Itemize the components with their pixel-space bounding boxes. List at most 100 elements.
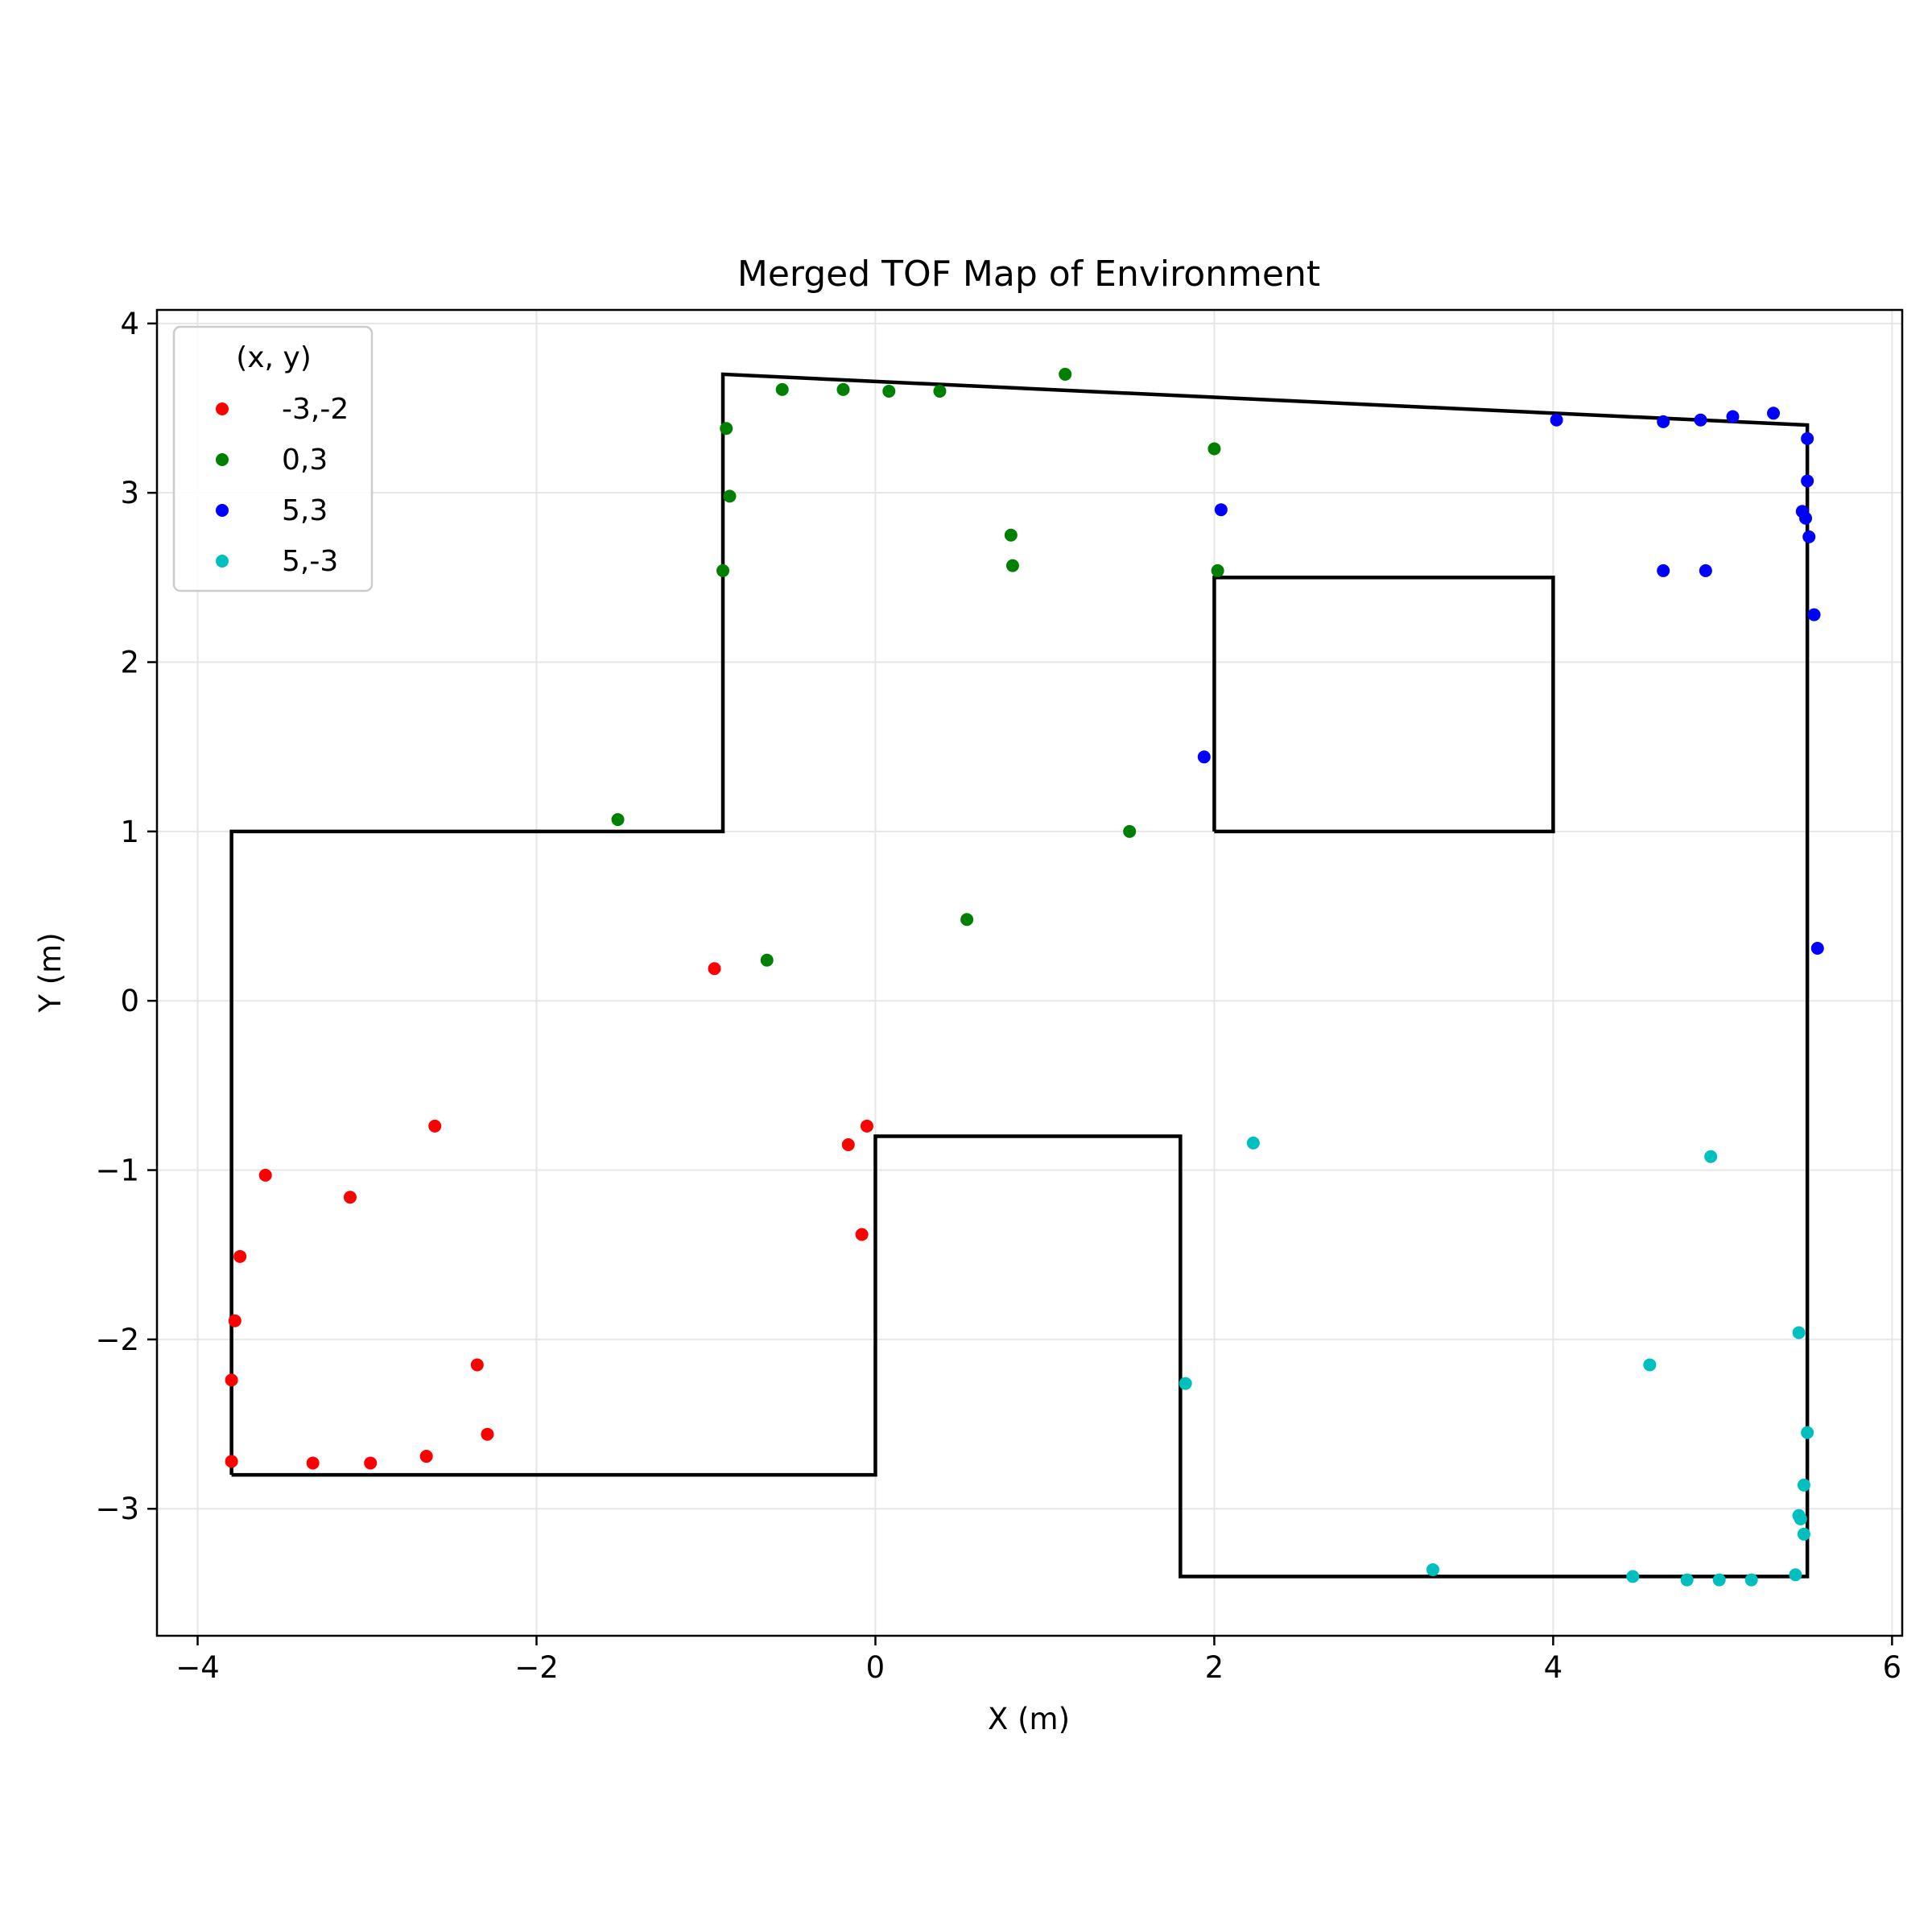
data-point	[1657, 564, 1670, 577]
data-point	[419, 1450, 433, 1463]
data-point	[882, 384, 896, 398]
data-point	[1197, 750, 1211, 764]
data-point	[1810, 942, 1824, 955]
legend-marker-series-2	[216, 453, 229, 466]
data-point	[1797, 1527, 1810, 1541]
series-3	[1197, 407, 1824, 955]
data-point	[1059, 367, 1072, 381]
data-point	[1699, 564, 1712, 577]
data-point	[860, 1119, 873, 1133]
y-tick-label: −2	[95, 1323, 139, 1357]
y-tick-label: 3	[120, 476, 139, 510]
data-point	[708, 962, 721, 976]
series-2	[611, 367, 1224, 967]
data-point	[1704, 1150, 1718, 1163]
y-tick-label: 2	[120, 646, 139, 680]
axis-ticks: −4 −2 0 2 4 6 −3 −2 −1 0 1 2 3 4	[95, 307, 1901, 1685]
data-point	[960, 913, 974, 927]
data-point	[1214, 503, 1228, 517]
x-tick-label: −2	[514, 1650, 559, 1685]
data-point	[611, 813, 625, 827]
data-point	[1794, 1512, 1807, 1525]
data-point	[1179, 1377, 1192, 1390]
data-point	[723, 489, 737, 503]
data-point	[1801, 431, 1814, 445]
data-point	[760, 953, 774, 967]
data-point	[1789, 1568, 1802, 1582]
data-point	[1767, 407, 1781, 420]
data-point	[233, 1249, 247, 1263]
data-point	[364, 1456, 378, 1470]
data-point	[775, 382, 789, 396]
data-point	[258, 1168, 272, 1182]
x-tick-label: 2	[1205, 1650, 1224, 1685]
data-point	[1005, 559, 1019, 572]
grid	[157, 310, 1902, 1636]
outer-wall	[229, 372, 1810, 1579]
data-point	[225, 1373, 238, 1387]
y-axis-label: Y (m)	[33, 932, 68, 1013]
data-point	[1807, 608, 1821, 621]
data-point	[933, 384, 947, 398]
data-point	[716, 564, 730, 577]
data-point	[1657, 415, 1670, 428]
data-point	[1208, 442, 1221, 456]
y-tick-label: 1	[120, 815, 139, 849]
series-1	[225, 962, 873, 1470]
legend-marker-series-1	[216, 402, 229, 415]
data-point	[1426, 1563, 1439, 1576]
legend-label-series-2: 0,3	[282, 444, 328, 477]
x-tick-label: 6	[1883, 1650, 1902, 1685]
data-point	[1550, 413, 1563, 427]
data-point	[1799, 511, 1813, 525]
data-point	[470, 1358, 484, 1372]
x-tick-label: 0	[866, 1650, 886, 1685]
legend-label-series-4: 5,-3	[282, 545, 338, 578]
legend-title: (x, y)	[236, 341, 312, 374]
data-point	[1801, 1426, 1814, 1439]
data-point	[1801, 474, 1814, 488]
data-point	[1744, 1573, 1758, 1587]
data-point	[481, 1427, 494, 1441]
walls	[229, 372, 1810, 1579]
plot-area-frame	[155, 308, 1904, 1637]
legend-marker-series-3	[216, 504, 229, 517]
data-point	[1211, 564, 1224, 577]
y-tick-label: −3	[95, 1492, 139, 1526]
data-point	[841, 1138, 855, 1151]
legend-marker-series-4	[216, 555, 229, 568]
data-point	[1123, 824, 1137, 838]
y-tick-label: 4	[120, 307, 139, 341]
data-point	[1797, 1478, 1810, 1492]
data-point	[228, 1314, 242, 1327]
y-tick-label: −1	[95, 1154, 139, 1188]
data-point	[1694, 413, 1707, 427]
data-point	[855, 1228, 869, 1241]
inner-box	[1212, 576, 1555, 834]
series-4	[1179, 1136, 1814, 1587]
data-point	[306, 1456, 320, 1470]
x-tick-label: 4	[1544, 1650, 1563, 1685]
data-point	[343, 1191, 357, 1204]
legend-box	[172, 325, 374, 592]
data-point	[1802, 530, 1816, 543]
x-tick-label: −4	[175, 1650, 220, 1685]
data-point	[836, 382, 850, 396]
data-point	[1712, 1573, 1726, 1587]
data-point	[1246, 1136, 1260, 1150]
data-points	[225, 367, 1824, 1587]
data-point	[1643, 1358, 1657, 1372]
data-point	[1726, 410, 1740, 423]
chart-title: Merged TOF Map of Environment	[737, 254, 1320, 295]
x-axis-label: X (m)	[988, 1702, 1070, 1736]
legend-label-series-1: -3,-2	[282, 393, 349, 426]
y-tick-label: 0	[120, 984, 139, 1018]
data-point	[1626, 1570, 1640, 1583]
data-point	[1680, 1573, 1694, 1587]
legend: (x, y) -3,-2 0,3 5,3 5,-3	[172, 325, 374, 592]
data-point	[428, 1119, 442, 1133]
data-point	[225, 1455, 238, 1468]
data-point	[720, 422, 733, 436]
